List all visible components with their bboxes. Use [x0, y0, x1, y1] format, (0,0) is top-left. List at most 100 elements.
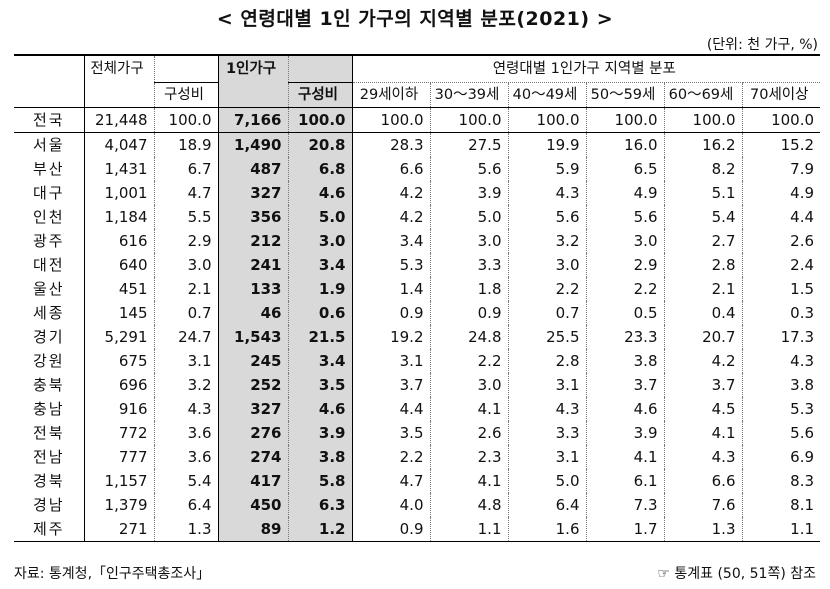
single-share-cell: 1.2 — [288, 517, 353, 542]
age-share-cell: 4.8 — [430, 493, 509, 517]
single-share-cell: 3.8 — [288, 445, 353, 469]
age-share-cell: 1.8 — [430, 277, 509, 301]
single-share-cell: 20.8 — [288, 132, 353, 157]
age-share-cell: 8.1 — [790, 496, 815, 514]
table-row: 충남 916 4.3 327 4.6 4.4 4.1 4.3 4.6 4.5 5.3 — [14, 397, 820, 421]
age-share-cell: 3.3 — [508, 421, 587, 445]
total-share-cell: 5.5 — [154, 205, 219, 229]
single-header-bottom — [218, 82, 289, 108]
reference-note: ☞ 통계표 (50, 51쪽) 참조 — [657, 566, 816, 582]
age-share-cell: 4.3 — [790, 352, 815, 370]
total-share-cell: 3.2 — [154, 373, 219, 397]
age-share-cell: 100.0 — [742, 107, 821, 133]
total-cell: 675 — [84, 349, 155, 373]
total-share-cell: 18.9 — [154, 132, 219, 157]
region-cell: 경남 — [14, 493, 85, 517]
age-share-cell: 5.4 — [664, 205, 743, 229]
age-share-cell: 0.3 — [790, 304, 815, 322]
total-cell: 1,431 — [84, 157, 155, 181]
table-row: 경남 1,379 6.4 450 6.3 4.0 4.8 6.4 7.3 7.6 8.1 — [14, 493, 820, 517]
age-share-cell: 5.3 — [790, 400, 815, 418]
age-share-cell: 3.1 — [508, 445, 587, 469]
age-header-29: 29세이하 — [352, 82, 431, 108]
total-share-cell: 6.4 — [154, 493, 219, 517]
table-row: 강원 675 3.1 245 3.4 3.1 2.2 2.8 3.8 4.2 4.3 — [14, 349, 820, 373]
age-share-cell: 0.9 — [430, 301, 509, 325]
age-header-50s: 50～59세 — [586, 82, 665, 108]
age-share-cell: 16.0 — [586, 132, 665, 157]
age-share-cell: 3.9 — [586, 421, 665, 445]
unit-note: (단위: 천 가구, %) — [706, 37, 818, 53]
age-share-cell: 5.9 — [508, 157, 587, 181]
age-share-cell: 1.7 — [586, 517, 665, 542]
age-share-cell: 19.9 — [508, 132, 587, 157]
age-share-cell: 7.6 — [664, 493, 743, 517]
age-share-cell: 8.2 — [664, 157, 743, 181]
table-row: 충북 696 3.2 252 3.5 3.7 3.0 3.1 3.7 3.7 3.8 — [14, 373, 820, 397]
single-share-header-top — [288, 54, 353, 83]
single-share-header: 구성비 — [288, 82, 353, 108]
age-share-cell: 2.6 — [430, 421, 509, 445]
single-share-cell: 3.9 — [288, 421, 353, 445]
region-cell: 경기 — [14, 325, 85, 349]
age-group-header: 연령대별 1인가구 지역별 분포 — [352, 54, 821, 83]
region-cell: 세종 — [14, 301, 85, 325]
single-cell: 487 — [218, 157, 289, 181]
age-share-cell: 5.3 — [352, 253, 431, 277]
total-cell: 616 — [84, 229, 155, 253]
total-cell: 916 — [84, 397, 155, 421]
age-share-cell: 2.8 — [508, 349, 587, 373]
single-cell: 212 — [218, 229, 289, 253]
age-share-cell: 4.4 — [790, 208, 815, 226]
table-row: 세종 145 0.7 46 0.6 0.9 0.9 0.7 0.5 0.4 0.3 — [14, 301, 820, 325]
total-cell: 1,184 — [84, 205, 155, 229]
single-share-cell: 0.6 — [288, 301, 353, 325]
region-cell: 서울 — [14, 132, 85, 157]
age-share-cell: 5.0 — [508, 469, 587, 493]
region-cell: 강원 — [14, 349, 85, 373]
single-header: 1인가구 — [218, 54, 289, 83]
table-row: 전북 772 3.6 276 3.9 3.5 2.6 3.3 3.9 4.1 5.6 — [14, 421, 820, 445]
age-share-cell: 4.5 — [664, 397, 743, 421]
age-share-cell: 2.9 — [586, 253, 665, 277]
age-share-cell: 28.3 — [352, 132, 431, 157]
total-share-cell: 3.0 — [154, 253, 219, 277]
single-share-cell: 3.5 — [288, 373, 353, 397]
age-share-cell: 1.3 — [664, 517, 743, 542]
age-share-cell: 15.2 — [780, 136, 815, 154]
total-cell: 4,047 — [84, 132, 155, 157]
age-share-cell: 6.4 — [508, 493, 587, 517]
total-share-cell: 24.7 — [154, 325, 219, 349]
age-share-cell: 100.0 — [430, 107, 509, 133]
age-share-cell: 3.5 — [352, 421, 431, 445]
age-share-cell: 2.1 — [664, 277, 743, 301]
single-share-cell: 3.0 — [288, 229, 353, 253]
table-row: 서울 4,047 18.9 1,490 20.8 28.3 27.5 19.9 16.0 16.2… — [14, 132, 820, 157]
age-share-cell: 3.7 — [352, 373, 431, 397]
single-cell: 7,166 — [218, 107, 289, 133]
age-share-cell: 3.2 — [508, 229, 587, 253]
single-share-cell: 5.8 — [288, 469, 353, 493]
age-share-cell: 5.6 — [508, 205, 587, 229]
age-share-cell: 4.2 — [352, 181, 431, 205]
single-cell: 417 — [218, 469, 289, 493]
age-share-cell: 1.4 — [352, 277, 431, 301]
age-share-cell: 4.0 — [352, 493, 431, 517]
region-cell: 전북 — [14, 421, 85, 445]
age-share-cell: 25.5 — [508, 325, 587, 349]
total-share-cell: 3.6 — [154, 421, 219, 445]
region-cell: 대구 — [14, 181, 85, 205]
age-share-cell: 16.2 — [664, 132, 743, 157]
age-share-cell: 2.6 — [790, 232, 815, 250]
age-share-cell: 1.1 — [742, 517, 821, 542]
age-share-cell: 3.0 — [508, 253, 587, 277]
age-share-cell: 2.2 — [508, 277, 587, 301]
single-cell: 450 — [218, 493, 289, 517]
region-cell: 광주 — [14, 229, 85, 253]
total-cell: 1,379 — [84, 493, 155, 517]
region-cell: 경북 — [14, 469, 85, 493]
age-share-cell: 3.0 — [430, 229, 509, 253]
age-share-cell: 100.0 — [508, 107, 587, 133]
age-share-cell: 24.8 — [430, 325, 509, 349]
total-header: 전체가구 — [84, 54, 155, 83]
